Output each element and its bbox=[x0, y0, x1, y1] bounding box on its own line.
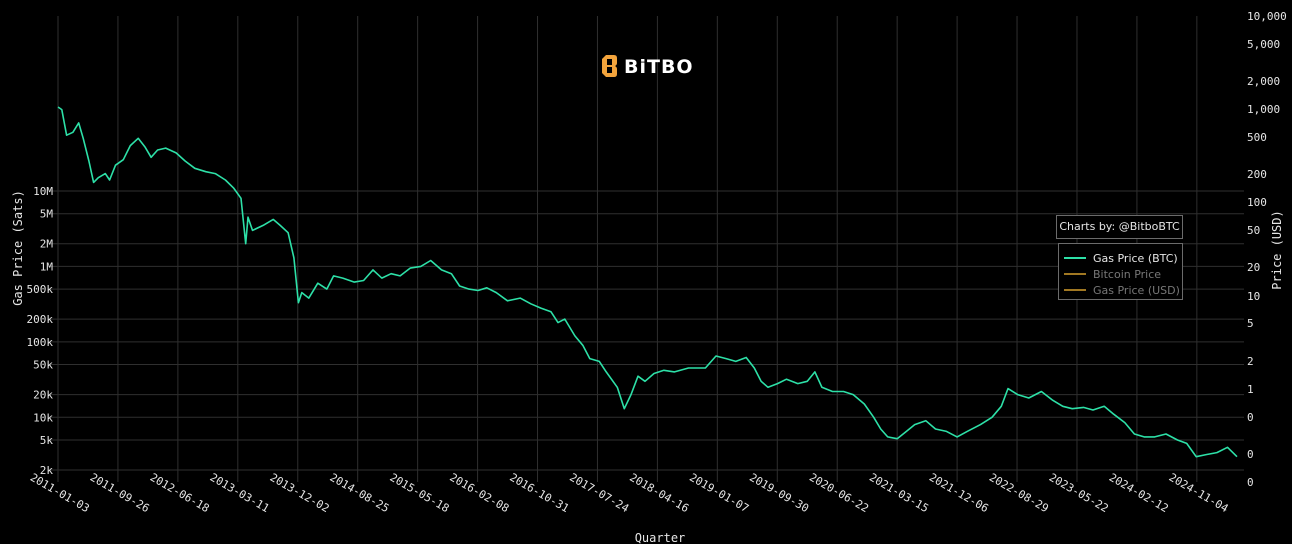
x-tick-label: 2024-02-12 bbox=[1107, 471, 1171, 515]
legend-swatch bbox=[1064, 289, 1086, 291]
y-left-tick-label: 50k bbox=[33, 359, 53, 372]
legend-item-bitcoin-price[interactable]: Bitcoin Price bbox=[1059, 266, 1182, 282]
legend-swatch bbox=[1064, 257, 1086, 259]
y-left-tick-label: 100k bbox=[27, 336, 54, 349]
x-tick-label: 2021-12-06 bbox=[927, 471, 991, 515]
y-right-tick-label: 5 bbox=[1247, 317, 1254, 330]
x-tick-label: 2018-04-16 bbox=[627, 471, 691, 515]
y-right-tick-label: 50 bbox=[1247, 224, 1260, 237]
y-right-tick-label: 200 bbox=[1247, 168, 1267, 181]
y-left-tick-label: 2M bbox=[40, 238, 54, 251]
x-tick-label: 2013-03-11 bbox=[208, 471, 272, 515]
legend-label: Bitcoin Price bbox=[1093, 267, 1162, 281]
y-axis-right-ticks: 10,0005,0002,0001,0005002001005020105210… bbox=[1247, 10, 1287, 489]
legend-label: Gas Price (BTC) bbox=[1093, 251, 1178, 265]
legend-swatch bbox=[1064, 273, 1086, 275]
y-right-tick-label: 5,000 bbox=[1247, 38, 1280, 51]
x-tick-label: 2023-05-22 bbox=[1047, 471, 1111, 515]
y-left-tick-label: 10k bbox=[33, 411, 53, 424]
legend-label: Gas Price (USD) bbox=[1093, 283, 1180, 297]
y-right-tick-label: 1,000 bbox=[1247, 103, 1280, 116]
y-left-tick-label: 200k bbox=[27, 313, 54, 326]
x-tick-label: 2017-07-24 bbox=[567, 471, 631, 516]
y-axis-left-ticks: 10M 5M 2M 1M 500k 200k 100k 50k 20k 10k 5k 2k bbox=[27, 185, 54, 477]
x-tick-label: 2011-09-26 bbox=[88, 471, 152, 515]
y-right-tick-label: 0 bbox=[1247, 411, 1254, 424]
x-axis-ticks: 2011-01-032011-09-262012-06-182013-03-11… bbox=[28, 471, 1231, 516]
y-left-tick-label: 10M bbox=[33, 185, 53, 198]
legend: Gas Price (BTC) Bitcoin Price Gas Price … bbox=[1058, 243, 1183, 300]
x-tick-label: 2019-01-07 bbox=[687, 471, 751, 515]
y-axis-left-title: Gas Price (Sats) bbox=[11, 190, 25, 306]
y-left-tick-label: 20k bbox=[33, 389, 53, 402]
bitbo-logo-icon bbox=[602, 55, 617, 77]
x-tick-label: 2021-03-15 bbox=[867, 471, 931, 515]
legend-item-gas-price-btc[interactable]: Gas Price (BTC) bbox=[1059, 250, 1182, 266]
x-tick-label: 2016-10-31 bbox=[507, 471, 571, 515]
y-right-tick-label: 0 bbox=[1247, 448, 1254, 461]
y-left-tick-label: 5M bbox=[40, 208, 54, 221]
x-tick-label: 2020-06-22 bbox=[807, 471, 871, 515]
y-left-tick-label: 1M bbox=[40, 260, 54, 273]
x-tick-label: 2024-11-04 bbox=[1167, 471, 1231, 516]
y-right-tick-label: 1 bbox=[1247, 383, 1254, 396]
legend-item-gas-price-usd[interactable]: Gas Price (USD) bbox=[1059, 282, 1182, 298]
x-tick-label: 2015-05-18 bbox=[387, 471, 451, 515]
y-left-tick-label: 5k bbox=[40, 434, 54, 447]
bitbo-logo-text: BiTBO bbox=[624, 56, 694, 78]
x-tick-label: 2019-09-30 bbox=[747, 471, 811, 515]
x-tick-label: 2014-08-25 bbox=[328, 471, 392, 515]
x-tick-label: 2022-08-29 bbox=[987, 471, 1051, 515]
y-left-tick-label: 2k bbox=[40, 464, 54, 477]
credit-box: Charts by: @BitboBTC bbox=[1056, 215, 1183, 239]
y-right-tick-label: 100 bbox=[1247, 196, 1267, 209]
y-right-tick-label: 2 bbox=[1247, 355, 1254, 368]
y-axis-right-title: Price (USD) bbox=[1270, 210, 1284, 289]
y-right-tick-label: 20 bbox=[1247, 261, 1260, 274]
y-left-tick-label: 500k bbox=[27, 283, 54, 296]
y-right-tick-label: 2,000 bbox=[1247, 75, 1280, 88]
y-right-tick-label: 0 bbox=[1247, 476, 1254, 489]
x-tick-label: 2013-12-02 bbox=[268, 471, 332, 515]
x-tick-label: 2012-06-18 bbox=[148, 471, 212, 515]
series-line-gas-price-btc bbox=[57, 106, 1238, 458]
x-axis-title: Quarter bbox=[635, 531, 686, 544]
y-right-tick-label: 10 bbox=[1247, 290, 1260, 303]
bitbo-logo: BiTBO bbox=[602, 55, 694, 78]
y-right-tick-label: 500 bbox=[1247, 131, 1267, 144]
credit-text: Charts by: @BitboBTC bbox=[1059, 220, 1180, 233]
y-right-tick-label: 10,000 bbox=[1247, 10, 1287, 23]
x-tick-label: 2016-02-08 bbox=[447, 471, 511, 515]
x-tick-label: 2011-01-03 bbox=[28, 471, 92, 515]
